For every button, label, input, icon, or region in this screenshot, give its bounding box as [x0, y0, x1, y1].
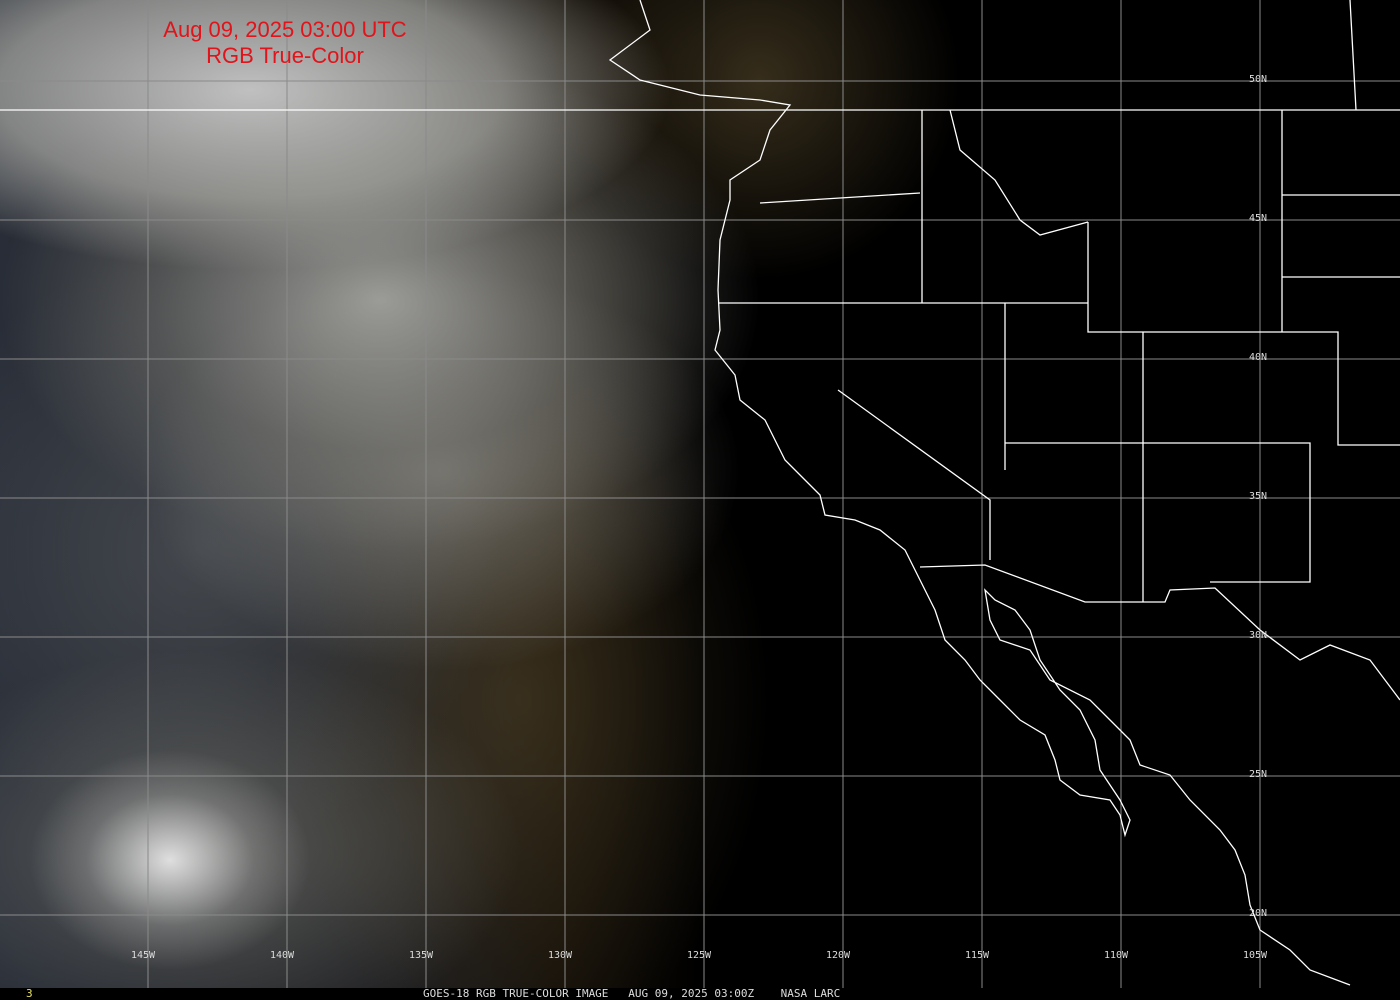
latitude-label: 25N [1249, 769, 1268, 780]
footer-caption: GOES-18 RGB TRUE-COLOR IMAGE AUG 09, 202… [423, 987, 841, 1000]
longitude-label: 140W [270, 950, 295, 961]
title-product: RGB True-Color [206, 43, 364, 68]
latitude-label: 45N [1249, 213, 1268, 224]
longitude-label: 105W [1243, 950, 1268, 961]
longitude-label: 135W [409, 950, 434, 961]
footer-bar: 3 GOES-18 RGB TRUE-COLOR IMAGE AUG 09, 2… [0, 987, 1400, 1000]
longitude-label: 110W [1104, 950, 1129, 961]
frame-number: 3 [26, 987, 33, 1000]
latitude-label: 30N [1249, 630, 1268, 641]
longitude-label: 145W [131, 950, 156, 961]
longitude-label: 115W [965, 950, 990, 961]
coastline-west [608, 0, 1351, 986]
longitude-label: 125W [687, 950, 712, 961]
title-datetime: Aug 09, 2025 03:00 UTC [163, 17, 407, 42]
latitude-label: 40N [1249, 352, 1268, 363]
latitude-label: 50N [1249, 74, 1268, 85]
latitude-label: 20N [1249, 908, 1268, 919]
latitude-label: 35N [1249, 491, 1268, 502]
longitude-label: 120W [826, 950, 851, 961]
state-borders [0, 0, 1400, 701]
longitude-label: 130W [548, 950, 573, 961]
